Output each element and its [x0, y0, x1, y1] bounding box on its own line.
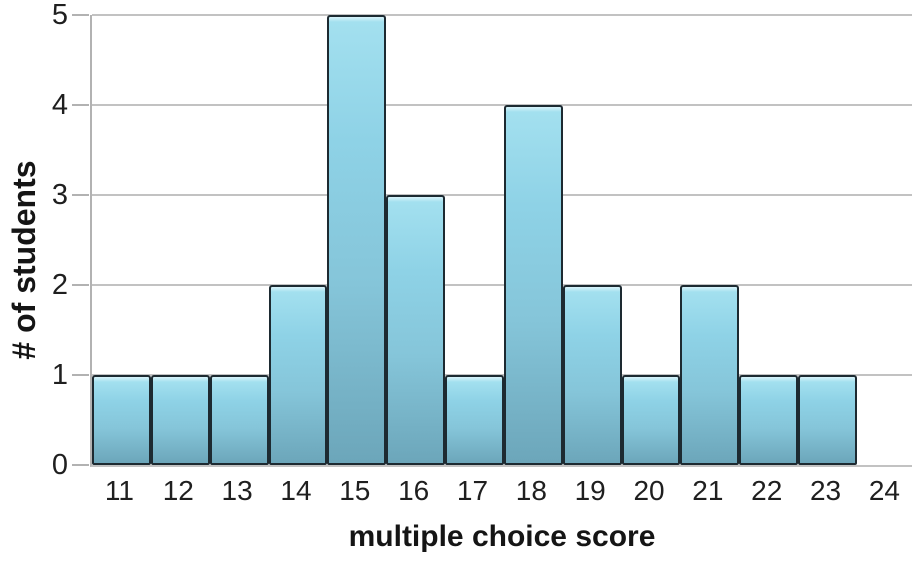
bar-score-14 [268, 285, 328, 465]
y-tick-label-5: 5 [51, 0, 68, 31]
bar-score-17 [445, 375, 504, 465]
y-tick-mark-1 [72, 374, 89, 376]
x-tick-label-21: 21 [692, 475, 724, 506]
gridline-y-3 [92, 194, 912, 196]
y-tick-label-4: 4 [51, 89, 68, 121]
y-tick-label-3: 3 [51, 179, 68, 211]
x-tick-label-12: 12 [162, 475, 194, 506]
x-tick-label-23: 23 [809, 475, 842, 506]
x-tick-label-15: 15 [339, 475, 371, 506]
bar-score-16 [386, 195, 446, 465]
bar-score-21 [680, 285, 740, 465]
bar-score-23 [798, 375, 857, 465]
bar-score-15 [327, 15, 387, 465]
gridline-y-5 [92, 14, 912, 16]
bar-score-11 [92, 375, 151, 465]
y-tick-label-2: 2 [51, 269, 68, 301]
x-tick-label-16: 16 [398, 475, 430, 506]
y-tick-mark-4 [72, 104, 89, 106]
x-tick-label-17: 17 [456, 475, 489, 506]
bar-score-22 [739, 375, 799, 465]
y-tick-label-0: 0 [51, 449, 68, 481]
gridline-y-2 [92, 284, 912, 286]
x-tick-label-22: 22 [751, 475, 783, 506]
bar-score-12 [150, 375, 210, 465]
x-tick-label-11: 11 [104, 475, 134, 506]
x-tick-label-24: 24 [868, 475, 900, 506]
x-tick-label-18: 18 [515, 475, 547, 506]
x-tick-label-14: 14 [280, 475, 312, 506]
y-tick-label-1: 1 [51, 359, 68, 391]
bar-score-20 [621, 375, 681, 465]
bar-score-13 [209, 375, 269, 465]
y-tick-mark-2 [72, 284, 89, 286]
x-axis-title: multiple choice score [348, 520, 656, 553]
x-tick-label-20: 20 [633, 475, 665, 506]
y-tick-mark-3 [72, 194, 89, 196]
y-tick-mark-0 [72, 464, 89, 466]
x-tick-label-19: 19 [574, 475, 606, 506]
y-tick-mark-5 [72, 14, 89, 16]
x-tick-label-13: 13 [221, 475, 253, 506]
plot-area [90, 14, 912, 467]
gridline-y-4 [92, 104, 912, 106]
bar-score-19 [562, 285, 622, 465]
bar-score-18 [503, 105, 563, 465]
